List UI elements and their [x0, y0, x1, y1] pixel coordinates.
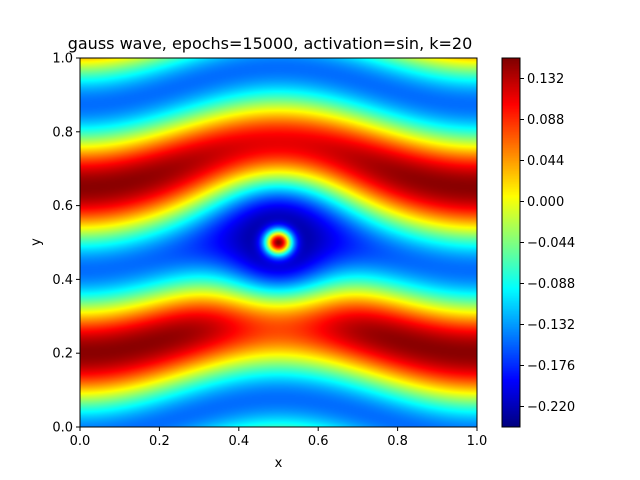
y-tick-label: 1.0 [52, 52, 73, 67]
colorbar-tick-label: −0.132 [527, 318, 575, 333]
x-axis-label: x [275, 456, 283, 471]
plot-frame [79, 57, 478, 428]
x-tick-label: 1.0 [467, 434, 488, 449]
colorbar-tick-label: 0.088 [527, 113, 564, 128]
heatmap-canvas [80, 58, 477, 427]
y-tick-label: 0.6 [52, 199, 73, 214]
x-tick-label: 0.0 [70, 434, 91, 449]
y-tick-label: 0.8 [52, 125, 73, 140]
colorbar-tick-label: −0.176 [527, 359, 575, 374]
colorbar-tick-label: 0.000 [527, 195, 564, 210]
plot-area [79, 57, 478, 428]
colorbar-tick-label: −0.220 [527, 400, 575, 415]
y-tick-label: 0.4 [52, 273, 73, 288]
colorbar-tick-label: −0.044 [527, 236, 575, 251]
y-axis: 0.0 0.2 0.4 0.6 0.8 1.0 [52, 52, 80, 436]
x-tick-label: 0.2 [149, 434, 170, 449]
chart-title: gauss wave, epochs=15000, activation=sin… [68, 34, 473, 53]
x-axis: 0.0 0.2 0.4 0.6 0.8 1.0 [70, 427, 488, 449]
x-tick-label: 0.8 [387, 434, 408, 449]
y-tick-label: 0.2 [52, 347, 73, 362]
x-tick-label: 0.6 [308, 434, 329, 449]
x-tick-label: 0.4 [228, 434, 249, 449]
colorbar-tick-label: 0.044 [527, 154, 564, 169]
colorbar-tick-label: −0.088 [527, 277, 575, 292]
y-tick-label: 0.0 [52, 421, 73, 436]
colorbar-tick-label: 0.132 [527, 72, 564, 87]
colorbar-ticks: 0.132 0.088 0.044 0.000 −0.044 −0.088 −0.132 −0… [520, 72, 575, 415]
colorbar-gradient [502, 58, 520, 427]
y-axis-label: y [29, 238, 44, 246]
colorbar: 0.132 0.088 0.044 0.000 −0.044 −0.088 −0.132 −0… [501, 57, 575, 428]
